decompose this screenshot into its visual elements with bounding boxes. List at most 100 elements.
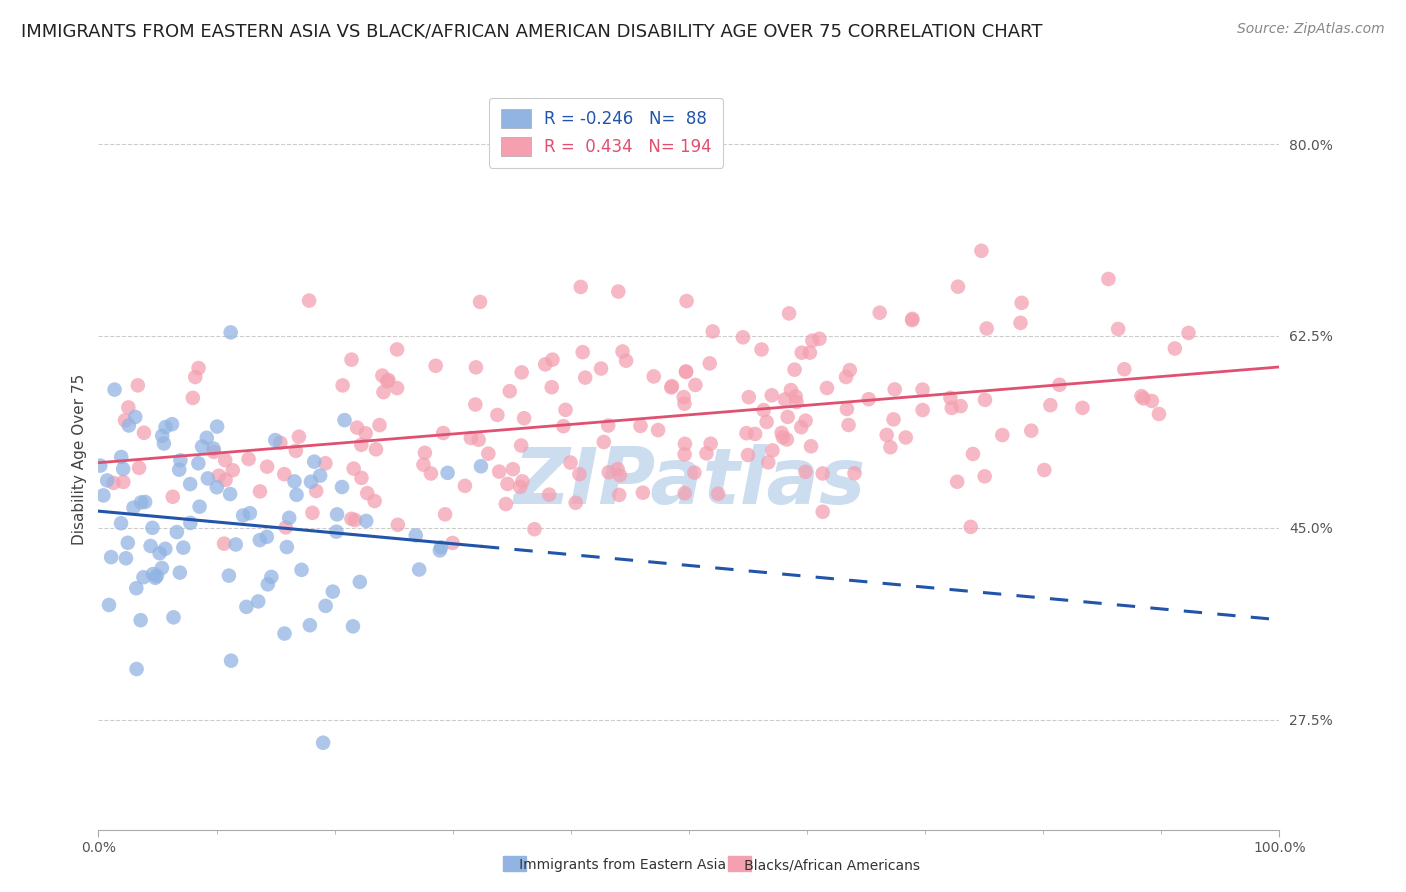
Point — [219, 487, 242, 501]
Point — [172, 541, 194, 555]
Point — [702, 325, 724, 339]
Point — [309, 468, 332, 483]
Point — [212, 536, 235, 550]
Point — [811, 505, 834, 519]
Point — [643, 369, 665, 384]
Point — [534, 358, 557, 372]
Point — [790, 345, 813, 359]
Point — [115, 551, 138, 566]
Point — [256, 530, 278, 544]
Point — [554, 402, 576, 417]
Point — [302, 455, 325, 469]
Point — [783, 362, 806, 376]
Point — [876, 428, 898, 442]
Point — [744, 426, 766, 441]
Point — [470, 459, 492, 474]
Point — [269, 435, 291, 450]
Point — [672, 390, 695, 404]
Point — [371, 368, 394, 383]
Point — [235, 599, 257, 614]
Point — [1010, 316, 1032, 330]
Point — [879, 440, 901, 454]
Point — [305, 483, 328, 498]
Point — [838, 363, 860, 377]
Point — [959, 520, 981, 534]
Point — [322, 584, 344, 599]
Point — [776, 409, 799, 424]
Point — [342, 619, 364, 633]
Point — [125, 662, 148, 676]
Text: Blacks/African Americans: Blacks/African Americans — [731, 858, 920, 872]
Point — [412, 458, 434, 472]
Point — [794, 414, 817, 428]
Point — [786, 395, 808, 409]
Point — [110, 450, 132, 464]
Point — [155, 541, 177, 556]
Point — [346, 420, 368, 434]
Point — [387, 517, 409, 532]
Point — [659, 380, 682, 394]
Point — [883, 383, 905, 397]
Point — [941, 401, 963, 415]
Point — [150, 429, 173, 443]
Point — [132, 425, 155, 440]
Point — [970, 244, 993, 258]
Point — [488, 465, 510, 479]
Point — [434, 508, 457, 522]
Point — [495, 497, 517, 511]
Point — [89, 458, 111, 473]
Point — [1049, 377, 1071, 392]
Point — [835, 370, 858, 384]
Point — [751, 343, 773, 357]
Point — [949, 399, 972, 413]
Point — [946, 279, 969, 293]
Point — [858, 392, 880, 406]
Point — [143, 571, 166, 585]
Point — [150, 561, 173, 575]
Point — [187, 456, 209, 470]
Point — [202, 445, 225, 459]
Point — [835, 402, 858, 417]
Point — [214, 453, 236, 467]
Point — [139, 539, 162, 553]
Point — [838, 417, 860, 432]
Point — [523, 522, 546, 536]
Point — [408, 562, 430, 576]
Point — [460, 431, 482, 445]
Point — [510, 438, 533, 452]
Point — [673, 397, 696, 411]
Point — [894, 430, 917, 444]
Point — [249, 533, 271, 548]
Point — [661, 379, 683, 393]
Point — [607, 488, 630, 502]
Point — [946, 475, 969, 489]
Point — [467, 433, 489, 447]
Point — [103, 475, 125, 490]
Point — [962, 447, 984, 461]
Point — [114, 413, 136, 427]
Point — [125, 581, 148, 595]
Point — [1132, 392, 1154, 406]
Point — [373, 385, 395, 400]
Point — [598, 465, 620, 479]
Point — [413, 446, 436, 460]
Point — [569, 280, 592, 294]
Point — [540, 380, 562, 394]
Point — [606, 462, 628, 476]
Point — [811, 467, 834, 481]
Point — [441, 536, 464, 550]
Point — [181, 391, 204, 405]
Point — [574, 370, 596, 384]
Point — [761, 443, 783, 458]
Point — [238, 452, 260, 467]
Point — [349, 574, 371, 589]
Point — [571, 345, 593, 359]
Point — [425, 359, 447, 373]
Point — [112, 462, 135, 476]
Point — [354, 514, 377, 528]
Point — [436, 466, 458, 480]
Point — [683, 466, 706, 480]
Point — [419, 467, 441, 481]
Point — [538, 488, 561, 502]
Point — [340, 352, 363, 367]
